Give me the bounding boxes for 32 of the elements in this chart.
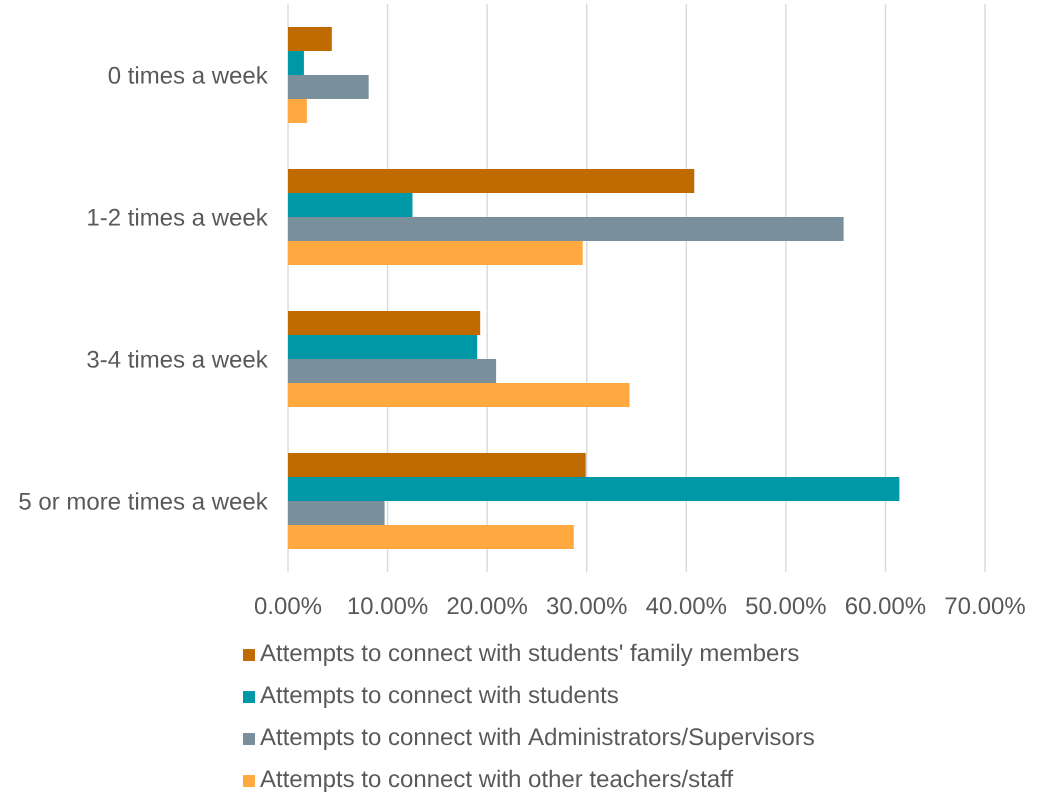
bar (288, 477, 900, 502)
bar (288, 359, 497, 384)
bar (288, 501, 385, 526)
bar (288, 525, 574, 550)
legend-label: Attempts to connect with Administrators/Supervisors (260, 727, 814, 751)
legend-label: Attempts to connect with students (260, 685, 618, 709)
bar (288, 383, 630, 408)
x-tick-label: 50.00% (746, 597, 826, 615)
y-tick-label: 5 or more times a week (19, 492, 268, 510)
y-tick-label: 0 times a week (108, 66, 268, 84)
legend-label: Attempts to connect with other teachers/staff (260, 769, 734, 793)
bar (288, 51, 304, 75)
bar (288, 453, 586, 478)
x-tick-label: 0.00% (254, 597, 322, 615)
y-tick-label: 3-4 times a week (87, 350, 268, 368)
bar (288, 335, 478, 360)
bar (288, 169, 695, 194)
bar (288, 311, 481, 336)
legend-label: Attempts to connect with students' family members (260, 643, 799, 667)
bar (288, 193, 413, 218)
bar (288, 217, 844, 242)
x-tick-label: 10.00% (348, 597, 428, 615)
x-tick-label: 30.00% (546, 597, 627, 615)
bar (288, 27, 332, 51)
bar (288, 75, 369, 100)
x-tick-label: 70.00% (945, 597, 1025, 615)
bar (288, 99, 307, 124)
bar (288, 241, 583, 265)
y-tick-label: 1-2 times a week (88, 208, 268, 226)
x-tick-label: 20.00% (447, 597, 527, 615)
x-tick-label: 60.00% (845, 597, 926, 615)
x-tick-label: 40.00% (646, 597, 727, 615)
